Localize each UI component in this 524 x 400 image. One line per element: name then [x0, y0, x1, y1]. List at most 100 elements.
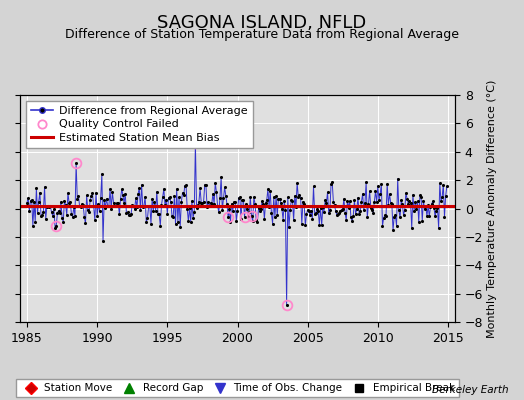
Point	[79, 202, 88, 208]
Point	[292, 204, 300, 210]
Point	[115, 211, 124, 218]
Point	[165, 194, 173, 201]
Point	[326, 207, 334, 214]
Point	[318, 222, 326, 228]
Point	[363, 214, 372, 220]
Point	[357, 199, 366, 205]
Point	[294, 194, 302, 200]
Point	[226, 219, 235, 225]
Point	[304, 208, 313, 214]
Point	[187, 218, 195, 225]
Point	[166, 194, 174, 201]
Point	[396, 214, 404, 221]
Point	[87, 193, 95, 199]
Point	[23, 199, 31, 206]
Point	[280, 198, 289, 204]
Point	[429, 198, 437, 205]
Point	[145, 203, 153, 210]
Point	[320, 208, 328, 215]
Point	[228, 207, 237, 214]
Point	[358, 191, 367, 197]
Point	[37, 213, 45, 219]
Point	[425, 213, 433, 219]
Point	[422, 203, 430, 210]
Point	[398, 201, 407, 208]
Point	[140, 203, 148, 209]
Point	[345, 198, 354, 204]
Point	[210, 200, 219, 207]
Point	[288, 197, 297, 204]
Point	[384, 202, 392, 208]
Point	[319, 204, 327, 210]
Point	[299, 198, 307, 205]
Point	[203, 204, 211, 210]
Point	[350, 197, 358, 204]
Point	[272, 193, 280, 199]
Point	[66, 199, 74, 205]
Point	[248, 218, 257, 225]
Point	[50, 206, 58, 212]
Point	[197, 200, 205, 206]
Point	[438, 194, 446, 201]
Point	[368, 206, 376, 213]
Point	[107, 206, 115, 212]
Point	[129, 203, 138, 210]
Point	[263, 197, 271, 203]
Point	[404, 200, 412, 207]
Point	[120, 200, 128, 206]
Point	[158, 194, 167, 200]
Point	[58, 215, 67, 221]
Point	[193, 202, 202, 208]
Point	[387, 199, 395, 206]
Point	[247, 212, 256, 219]
Point	[143, 215, 151, 221]
Point	[130, 206, 139, 212]
Point	[268, 220, 277, 227]
Point	[46, 203, 54, 209]
Point	[217, 174, 225, 180]
Point	[321, 197, 330, 204]
Point	[80, 214, 89, 220]
Point	[257, 206, 265, 212]
Point	[91, 217, 99, 223]
Point	[223, 201, 231, 207]
Point	[57, 199, 65, 205]
Point	[128, 202, 136, 208]
Point	[70, 204, 78, 210]
Point	[92, 190, 100, 196]
Point	[437, 198, 445, 204]
Point	[102, 195, 111, 202]
Point	[382, 213, 390, 219]
Point	[343, 198, 352, 204]
Point	[276, 195, 284, 202]
Point	[188, 198, 196, 204]
Point	[390, 213, 398, 220]
Point	[370, 198, 378, 205]
Point	[161, 202, 169, 208]
Point	[200, 198, 208, 205]
Point	[410, 208, 418, 214]
Text: Difference of Station Temperature Data from Regional Average: Difference of Station Temperature Data f…	[65, 28, 459, 41]
Point	[132, 195, 140, 202]
Point	[307, 208, 315, 214]
Point	[178, 190, 187, 196]
Point	[362, 179, 370, 186]
Point	[122, 210, 130, 216]
Point	[209, 191, 217, 197]
Point	[379, 215, 388, 221]
Point	[423, 213, 431, 219]
Point	[253, 219, 261, 225]
Point	[224, 214, 232, 220]
Point	[151, 207, 160, 214]
Point	[353, 206, 361, 212]
Point	[196, 185, 204, 192]
Point	[190, 209, 199, 216]
Point	[45, 204, 53, 210]
Point	[251, 200, 259, 207]
Point	[29, 223, 37, 229]
Point	[106, 186, 114, 192]
Point	[221, 184, 229, 190]
Point	[170, 193, 179, 200]
Point	[303, 207, 312, 213]
Point	[420, 206, 429, 212]
